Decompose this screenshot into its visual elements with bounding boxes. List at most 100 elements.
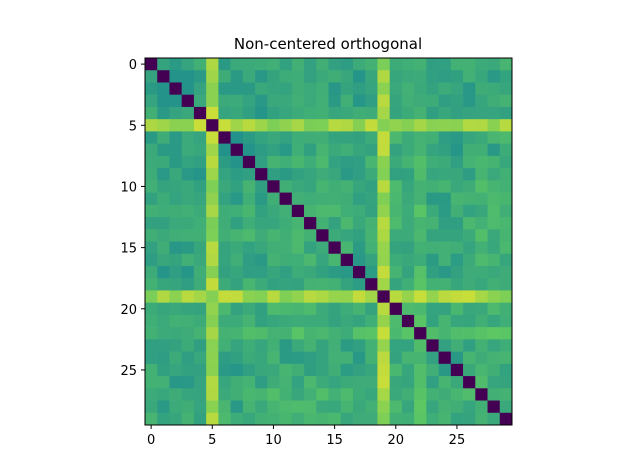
- heatmap-cell: [206, 302, 219, 316]
- heatmap-cell: [499, 241, 513, 255]
- heatmap-cell: [169, 143, 183, 157]
- heatmap-cell: [279, 241, 293, 255]
- heatmap-cell: [193, 58, 207, 71]
- heatmap-cell: [377, 314, 391, 328]
- heatmap-cell: [206, 82, 219, 96]
- heatmap-cell: [463, 217, 476, 230]
- heatmap-cell: [206, 339, 219, 352]
- heatmap-cell: [450, 314, 464, 328]
- heatmap-cell: [426, 229, 439, 242]
- heatmap-cell: [365, 363, 378, 377]
- heatmap-cell: [487, 106, 501, 120]
- heatmap-cell: [340, 314, 354, 328]
- heatmap-cell: [401, 302, 415, 316]
- heatmap-cell: [475, 265, 488, 279]
- heatmap-cell: [181, 278, 195, 291]
- heatmap-cell: [242, 155, 256, 169]
- heatmap-cell: [316, 412, 329, 426]
- heatmap-cell: [291, 388, 305, 401]
- heatmap-cell: [193, 363, 207, 377]
- heatmap-cell: [230, 327, 244, 340]
- heatmap-cell: [438, 229, 452, 242]
- heatmap-cell: [499, 265, 513, 279]
- heatmap-cell: [438, 143, 452, 157]
- heatmap-cell: [169, 400, 183, 414]
- heatmap-cell: [157, 94, 170, 108]
- heatmap-cell: [414, 363, 427, 377]
- heatmap-cell: [377, 204, 391, 218]
- heatmap-cell: [157, 143, 170, 157]
- heatmap-cell: [218, 253, 231, 267]
- heatmap-cell: [230, 253, 244, 267]
- heatmap-cell: [291, 376, 305, 389]
- heatmap-cell: [291, 314, 305, 328]
- heatmap-cell: [377, 327, 391, 340]
- heatmap-cell: [267, 106, 280, 120]
- heatmap-cell: [365, 241, 378, 255]
- heatmap-cell: [218, 339, 231, 352]
- heatmap-cell: [267, 351, 280, 365]
- heatmap-cell: [157, 290, 170, 304]
- heatmap-cell: [230, 143, 244, 157]
- heatmap-cell: [267, 302, 280, 316]
- heatmap-cell: [352, 155, 366, 169]
- heatmap-cell: [499, 388, 513, 401]
- heatmap-cell: [475, 143, 488, 157]
- heatmap-cell: [267, 229, 280, 242]
- heatmap-cell: [328, 204, 342, 218]
- heatmap-cell: [426, 82, 439, 96]
- x-tick-label: 5: [208, 433, 216, 448]
- heatmap-cell: [463, 302, 476, 316]
- heatmap-cell: [218, 241, 231, 255]
- heatmap-cell: [304, 302, 317, 316]
- heatmap-cell: [279, 217, 293, 230]
- heatmap-cell: [389, 119, 403, 132]
- heatmap-cell: [316, 143, 329, 157]
- heatmap-cell: [291, 400, 305, 414]
- heatmap-cell: [255, 94, 268, 108]
- heatmap-cell: [316, 253, 329, 267]
- heatmap-cell: [279, 155, 293, 169]
- heatmap-cell: [389, 82, 403, 96]
- heatmap-cell: [230, 412, 244, 426]
- heatmap-cell: [304, 388, 317, 401]
- heatmap-cell: [279, 290, 293, 304]
- heatmap-cell: [426, 192, 439, 206]
- heatmap-cell: [255, 290, 268, 304]
- heatmap-cell: [450, 119, 464, 132]
- heatmap-cell: [414, 265, 427, 279]
- heatmap-cell: [181, 155, 195, 169]
- heatmap-cell: [475, 180, 488, 193]
- heatmap-cell: [499, 376, 513, 389]
- heatmap-cell: [279, 58, 293, 71]
- heatmap-cell: [401, 376, 415, 389]
- heatmap-cell: [365, 400, 378, 414]
- heatmap-cell: [279, 363, 293, 377]
- heatmap-cell: [426, 241, 439, 255]
- heatmap-cell: [230, 94, 244, 108]
- heatmap-cell: [193, 351, 207, 365]
- heatmap-cell: [414, 143, 427, 157]
- heatmap-cell: [340, 168, 354, 181]
- heatmap-cell: [145, 131, 158, 144]
- heatmap-cell: [450, 131, 464, 144]
- heatmap-cell: [291, 58, 305, 71]
- heatmap-cell: [145, 400, 158, 414]
- heatmap-cell: [352, 363, 366, 377]
- heatmap-cell: [414, 412, 427, 426]
- heatmap-cell: [157, 155, 170, 169]
- heatmap-cell: [242, 168, 256, 181]
- heatmap-cell: [487, 143, 501, 157]
- heatmap-cell: [304, 70, 317, 83]
- heatmap-cell: [230, 82, 244, 96]
- heatmap-cell: [389, 253, 403, 267]
- heatmap-cell: [450, 192, 464, 206]
- heatmap-cell: [242, 339, 256, 352]
- heatmap-cell: [401, 327, 415, 340]
- heatmap-cell: [365, 168, 378, 181]
- heatmap-cell: [475, 400, 488, 414]
- heatmap-cell: [304, 180, 317, 193]
- heatmap-cell: [414, 241, 427, 255]
- heatmap-cell: [145, 180, 158, 193]
- heatmap-cell: [487, 241, 501, 255]
